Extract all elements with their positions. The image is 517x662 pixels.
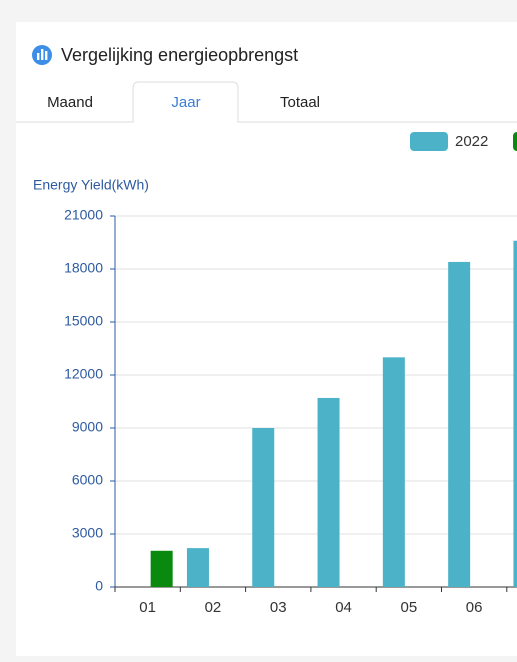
card-title: Vergelijking energieopbrengst bbox=[61, 45, 298, 65]
bar bbox=[186, 548, 209, 587]
legend-swatch bbox=[410, 132, 448, 151]
y-tick-label: 6000 bbox=[72, 472, 103, 488]
active-tab[interactable] bbox=[132, 81, 239, 122]
y-axis-label: Energy Yield(kWh) bbox=[33, 177, 149, 193]
icon-bar bbox=[45, 51, 48, 60]
x-tick-label: 01 bbox=[139, 599, 156, 616]
icon-bar bbox=[37, 53, 40, 60]
bar bbox=[382, 357, 405, 587]
y-tick-label: 21000 bbox=[64, 207, 103, 223]
tab[interactable]: Totaal bbox=[280, 94, 320, 111]
y-tick-label: 9000 bbox=[72, 419, 103, 435]
bar bbox=[252, 428, 275, 587]
legend-label: 2022 bbox=[455, 133, 488, 150]
x-tick-label: 04 bbox=[335, 599, 352, 616]
x-tick-label: 02 bbox=[205, 599, 222, 616]
y-tick-label: 0 bbox=[95, 578, 103, 594]
tab[interactable]: Maand bbox=[47, 94, 93, 111]
y-tick-label: 3000 bbox=[72, 525, 103, 541]
bar bbox=[448, 261, 471, 587]
bar bbox=[150, 550, 173, 587]
x-tick-label: 06 bbox=[466, 599, 483, 616]
x-tick-label: 05 bbox=[401, 599, 418, 616]
y-tick-label: 15000 bbox=[64, 313, 103, 329]
bar bbox=[513, 240, 517, 587]
bar bbox=[317, 397, 340, 587]
y-tick-label: 12000 bbox=[64, 366, 103, 382]
legend-swatch bbox=[513, 132, 517, 151]
icon-bar bbox=[41, 49, 44, 60]
tab[interactable]: Jaar bbox=[171, 94, 200, 111]
x-tick-label: 03 bbox=[270, 599, 287, 616]
y-tick-label: 18000 bbox=[64, 260, 103, 276]
